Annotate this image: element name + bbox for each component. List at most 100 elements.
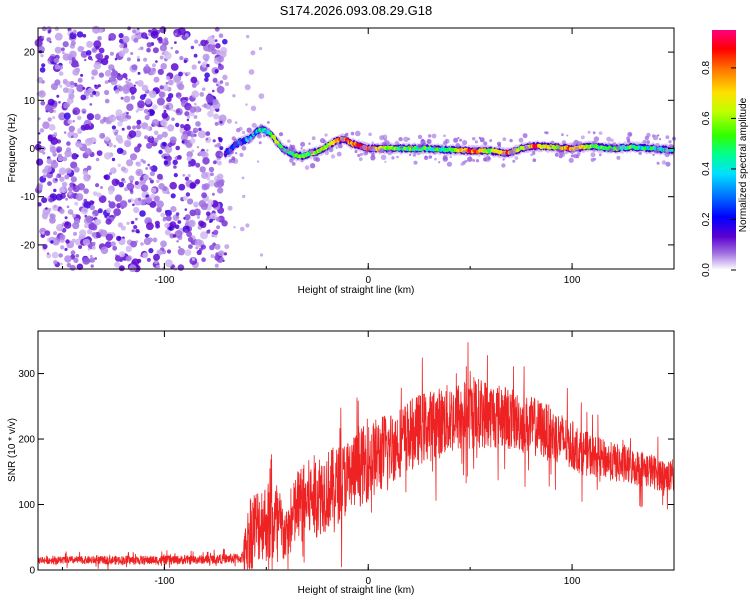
noise-blob [161,52,165,55]
noise-blob [75,254,80,258]
noise-blob [144,135,149,140]
noise-blob [108,76,116,84]
noise-blob [178,246,181,249]
noise-blob [214,254,221,261]
noise-blob [86,113,94,121]
noise-blob [108,201,116,209]
noise-blob [96,192,102,198]
noise-blob [80,94,87,101]
ridge-halo [427,134,432,138]
ridge-halo [292,156,296,160]
noise-blob [216,83,219,87]
ridge-halo [501,152,506,158]
noise-blob [47,207,52,212]
noise-blob [131,64,138,71]
spectrogram-noise-cloud [34,25,265,273]
ridge-halo [362,144,367,149]
noise-blob [58,71,64,76]
noise-blob [93,61,102,70]
noise-blob [92,191,98,197]
noise-blob [205,131,211,137]
noise-blob [129,86,137,95]
noise-blob [241,176,245,180]
noise-blob [210,254,215,259]
noise-blob [54,32,63,41]
noise-blob [219,153,224,157]
noise-blob [114,89,120,94]
noise-blob [184,176,189,181]
noise-blob [191,149,195,153]
noise-blob [222,74,228,81]
noise-blob [157,37,161,41]
noise-blob [195,179,201,185]
noise-blob [214,39,218,42]
noise-blob [200,231,208,240]
noise-blob [187,115,191,119]
ridge-halo [262,134,266,138]
ridge-halo [472,159,476,162]
ridge-halo [561,133,564,137]
noise-blob [64,255,72,263]
noise-blob [165,209,172,217]
noise-blob [106,143,110,147]
noise-blob [83,188,89,194]
noise-blob [186,151,193,158]
noise-blob [219,146,224,151]
ridge-halo [598,153,602,157]
ridge-halo [459,138,462,142]
noise-blob [68,60,72,65]
noise-blob [96,150,103,157]
noise-blob [79,229,87,237]
noise-blob [223,252,227,256]
y-tick-label: 20 [24,48,36,59]
noise-blob [104,136,110,142]
noise-blob [135,81,139,85]
ridge-halo [532,158,537,162]
noise-blob [146,42,152,48]
ridge-halo [652,153,655,156]
ridge-halo [300,141,306,147]
ridge-halo [410,146,413,149]
noise-blob [180,124,185,129]
noise-blob [132,29,137,34]
noise-blob [165,259,173,268]
noise-blob [194,39,199,44]
noise-blob [160,63,167,70]
noise-blob [111,178,120,187]
ridge-halo [561,140,567,145]
noise-blob [42,168,48,174]
noise-blob [160,241,167,248]
ridge-halo [420,151,423,154]
noise-blob [67,119,73,125]
noise-blob [147,237,153,243]
noise-blob [41,35,45,39]
noise-blob [125,80,129,84]
noise-blob [172,159,178,165]
ridge-halo [514,156,519,160]
noise-blob [144,114,150,121]
colorbar-tick-label: 0.4 [701,162,712,176]
noise-blob [116,235,122,241]
noise-blob [80,73,84,77]
noise-blob [126,125,132,130]
noise-blob [61,47,65,52]
noise-blob [65,167,72,174]
noise-blob [118,265,125,272]
noise-blob [72,119,75,123]
ridge-halo [302,148,306,152]
ridge-halo [236,128,241,133]
ridge-halo [371,152,375,157]
ridge-halo [501,163,506,168]
noise-blob [164,222,170,229]
ridge-halo [250,131,255,135]
noise-blob [193,115,198,119]
noise-blob [171,117,175,121]
noise-blob [111,68,116,72]
ridge-halo [258,141,262,145]
ridge-halo [509,138,513,143]
noise-blob [34,38,43,47]
ridge-halo [233,138,238,142]
noise-blob [191,257,195,261]
noise-blob [156,134,163,140]
noise-blob [54,26,59,31]
